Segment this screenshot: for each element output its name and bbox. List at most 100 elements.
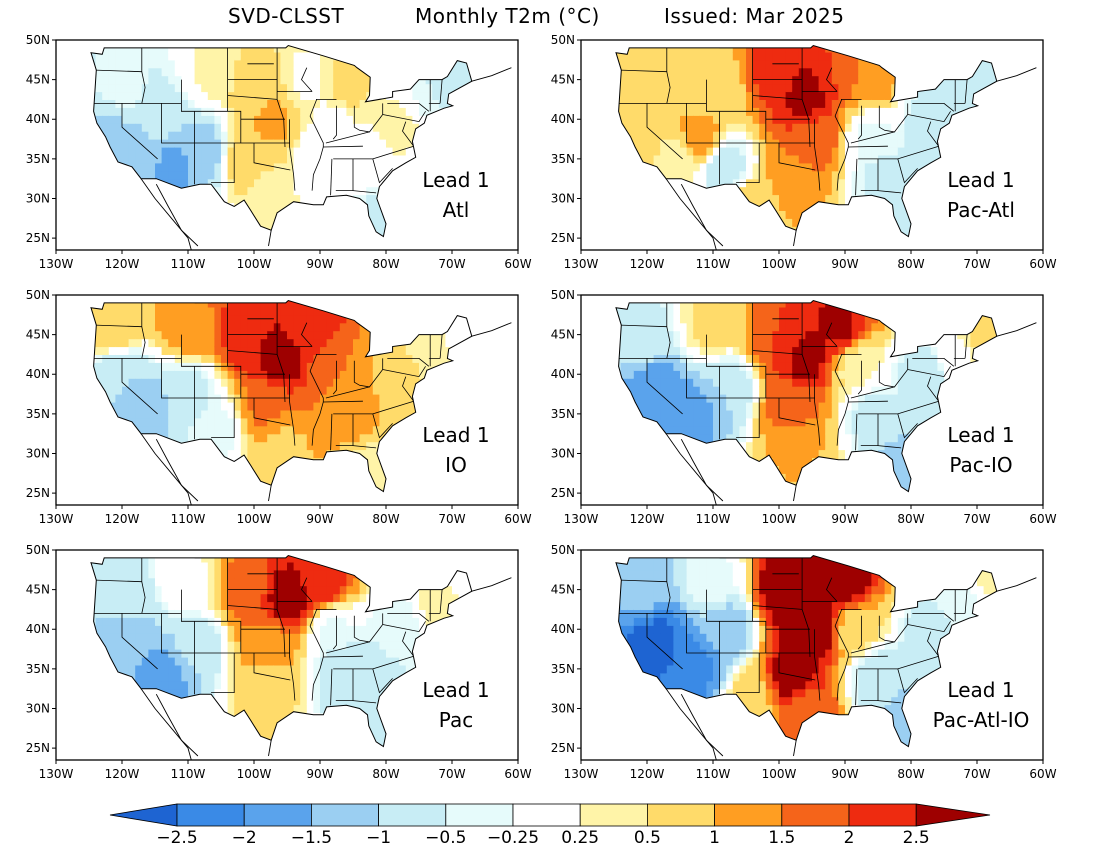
field-cell [300,417,308,427]
field-cell [221,202,229,211]
field-cell [785,170,793,180]
field-cell [359,481,367,490]
field-cell [405,378,413,387]
field-cell [313,402,321,411]
field-cell [405,91,413,100]
field-cell [805,202,813,211]
field-cell [155,45,163,53]
field-cell [620,402,628,411]
field-cell [620,178,628,188]
field-cell [201,91,209,100]
field-cell [128,481,136,490]
field-cell [399,107,407,116]
lat-label: 25N [551,231,575,245]
field-cell [227,481,235,490]
field-cell [432,202,440,211]
field-cell [326,346,334,355]
field-cell [141,370,149,379]
field-cell [719,226,727,235]
field-cell [693,322,701,332]
field-cell [851,139,859,148]
field-cell [326,178,334,188]
field-cell [825,59,833,69]
field-cell [122,394,130,403]
field-cell [115,481,123,490]
field-cell [445,83,453,93]
field-cell [647,346,655,355]
field-cell [458,378,466,387]
field-cell [759,99,767,108]
field-cell [207,162,215,172]
field-cell [174,202,182,211]
field-cell [260,107,268,116]
field-cell [752,186,760,196]
field-cell [280,338,288,348]
field-cell [445,370,453,379]
field-cell [732,59,740,69]
field-cell [666,45,674,53]
field-cell [161,186,169,196]
state-line [276,47,286,148]
field-cell [616,154,622,164]
field-cell [911,202,919,211]
field-cell [445,154,453,164]
field-cell [792,178,800,188]
field-cell [666,473,674,482]
field-cell [194,178,202,188]
field-cell [148,330,156,340]
field-cell [141,147,149,156]
field-cell [419,91,427,100]
field-cell [95,226,103,235]
field-cell [412,115,420,124]
field-cell [419,67,427,77]
field-cell [267,306,275,316]
field-cell [871,67,879,77]
field-cell [168,314,176,324]
field-cell [785,91,793,100]
field-cell [306,481,314,490]
field-cell [108,194,116,203]
field-cell [260,378,268,387]
field-cell [452,306,460,316]
field-cell [472,147,479,156]
lon-label: 130W [39,512,74,526]
field-cell [267,362,275,371]
field-cell [91,186,97,196]
field-cell [818,131,826,140]
field-cell [686,154,694,164]
field-cell [148,51,156,61]
field-cell [616,194,622,203]
field-cell [937,59,945,69]
field-cell [333,83,341,93]
field-cell [214,186,222,196]
field-cell [990,154,997,164]
field-cell [300,370,308,379]
field-cell [759,59,767,69]
field-cell [366,59,374,69]
field-cell [181,83,189,93]
field-cell [640,473,648,482]
field-cell [221,67,229,77]
field-cell [620,300,628,308]
field-cell [194,154,202,164]
field-cell [752,210,760,219]
field-cell [174,91,182,100]
field-cell [214,473,222,482]
field-cell [346,202,354,211]
field-cell [148,162,156,172]
field-cell [287,465,295,474]
field-cell [680,83,688,93]
field-cell [201,178,209,188]
field-cell [148,425,156,435]
field-cell [458,139,466,148]
field-cell [155,465,163,474]
field-cell [306,99,314,108]
field-cell [320,194,328,203]
field-cell [247,83,255,93]
panel-frame [55,39,519,251]
field-cell [108,425,116,435]
field-cell [366,51,374,61]
field-cell [280,91,288,100]
field-cell [353,226,361,235]
field-cell [963,91,971,100]
